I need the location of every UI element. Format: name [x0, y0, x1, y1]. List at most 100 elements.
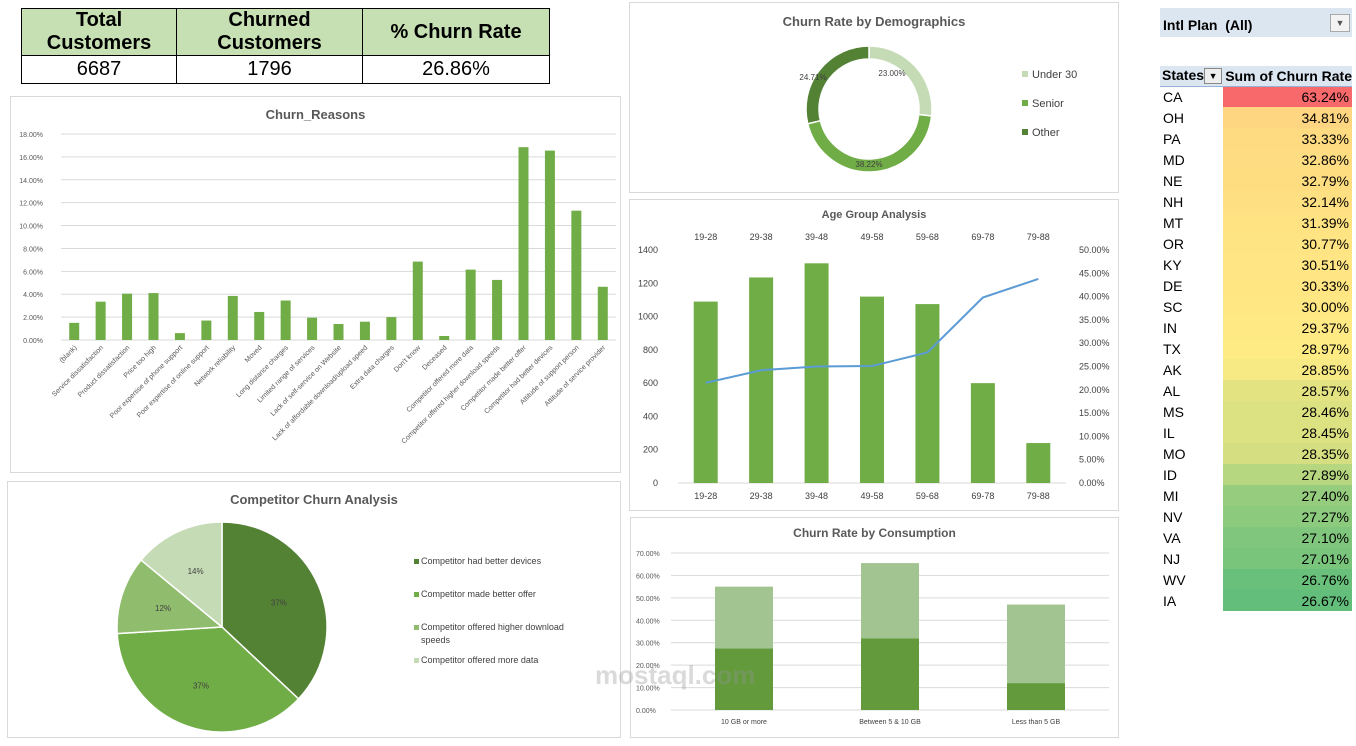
- y-tick-label: 4.00%: [23, 292, 43, 299]
- table-row: MT 31.39%: [1160, 212, 1352, 233]
- bar: [749, 277, 774, 483]
- x-tick-label: 29-38: [750, 491, 773, 501]
- bar: [571, 210, 582, 340]
- y-tick-label: 0: [653, 478, 658, 488]
- x-tick-label: 49-58: [860, 491, 883, 501]
- filter-icon[interactable]: ▼: [1204, 68, 1223, 85]
- data-label: 23.00%: [878, 69, 905, 78]
- filter-value: (All): [1225, 17, 1253, 33]
- churn-rate-cell: 30.51%: [1223, 254, 1352, 275]
- x2-tick-label: 29-38: [750, 232, 773, 242]
- y-tick-label: 60.00%: [636, 573, 660, 580]
- churn-rate-cell: 32.79%: [1223, 170, 1352, 191]
- table-row: SC 30.00%: [1160, 296, 1352, 317]
- legend-label: Competitor made better offer: [421, 589, 536, 599]
- table-row: IN 29.37%: [1160, 317, 1352, 338]
- data-label: 14%: [188, 567, 204, 576]
- bar: [915, 304, 940, 483]
- churn-rate-cell: 32.86%: [1223, 149, 1352, 170]
- y2-tick-label: 20.00%: [1079, 385, 1110, 395]
- bar: [518, 147, 529, 340]
- churn-rate-cell: 28.85%: [1223, 359, 1352, 380]
- bar: [95, 301, 106, 340]
- table-row: DE 30.33%: [1160, 275, 1352, 296]
- y-tick-label: 12.00%: [19, 201, 43, 208]
- legend-swatch: [414, 625, 419, 630]
- y-tick-label: 8.00%: [23, 246, 43, 253]
- intl-plan-filter[interactable]: Intl Plan (All) ▼: [1160, 8, 1352, 37]
- table-row: OH 34.81%: [1160, 107, 1352, 128]
- churn-rate-cell: 33.33%: [1223, 128, 1352, 149]
- legend-label-cont: speeds: [421, 635, 451, 645]
- kpi-header: Churned Customers: [176, 8, 363, 56]
- state-cell: OR: [1163, 235, 1184, 252]
- y-tick-label: 14.00%: [19, 178, 43, 185]
- x2-tick-label: 19-28: [694, 232, 717, 242]
- bar: [1026, 443, 1051, 483]
- y-tick-label: 30.00%: [636, 641, 660, 648]
- bar: [804, 263, 829, 483]
- bar: [333, 323, 344, 340]
- chart-title: Competitor Churn Analysis: [230, 492, 398, 507]
- chevron-down-icon[interactable]: ▼: [1330, 14, 1350, 32]
- table-row: PA 33.33%: [1160, 128, 1352, 149]
- churn-rate-cell: 27.10%: [1223, 527, 1352, 548]
- legend-swatch: [414, 658, 419, 663]
- legend-label: Competitor had better devices: [421, 556, 542, 566]
- bar: [412, 261, 423, 340]
- x-tick-label: Moved: [244, 344, 264, 364]
- bar: [359, 321, 370, 340]
- y2-tick-label: 50.00%: [1079, 245, 1110, 255]
- bar-upper: [1007, 604, 1065, 684]
- table-row: IL 28.45%: [1160, 422, 1352, 443]
- consumption-chart[interactable]: Churn Rate by Consumption 0.00% 10.00% 20.…: [630, 517, 1119, 738]
- y2-tick-label: 35.00%: [1079, 315, 1110, 325]
- table-row: VA 27.10%: [1160, 527, 1352, 548]
- legend-swatch: [414, 592, 419, 597]
- churn-rate-cell: 63.24%: [1223, 86, 1352, 107]
- state-cell: PA: [1163, 130, 1181, 147]
- churn-rate-cell: 32.14%: [1223, 191, 1352, 212]
- table-row: OR 30.77%: [1160, 233, 1352, 254]
- bar: [148, 293, 159, 340]
- table-row: WV 26.76%: [1160, 569, 1352, 590]
- x-tick-label: 39-48: [805, 491, 828, 501]
- legend-label: Competitor offered higher download: [421, 622, 564, 632]
- demographics-chart[interactable]: Churn Rate by Demographics 23.00% Under 3…: [629, 2, 1119, 193]
- y2-tick-label: 0.00%: [1079, 478, 1105, 488]
- state-cell: ID: [1163, 466, 1177, 483]
- churned-customers-value: 1796: [176, 55, 363, 84]
- table-row: IA 26.67%: [1160, 590, 1352, 611]
- state-cell: NH: [1163, 193, 1184, 210]
- table-row: ID 27.89%: [1160, 464, 1352, 485]
- age-group-chart[interactable]: Age Group Analysis 0 200 400 600 800 1000 1200…: [629, 199, 1119, 511]
- table-row: MI 27.40%: [1160, 485, 1352, 506]
- bar: [970, 383, 995, 483]
- churn-rate-line: [705, 277, 1039, 384]
- table-row: MS 28.46%: [1160, 401, 1352, 422]
- donut-slice: [868, 45, 933, 117]
- state-cell: VA: [1163, 529, 1181, 546]
- x-tick-label: 79-88: [1027, 491, 1050, 501]
- data-label: 37%: [271, 598, 287, 607]
- state-cell: MO: [1163, 445, 1186, 462]
- state-cell: MI: [1163, 487, 1179, 504]
- kpi-table: Total Customers Churned Customers% Churn …: [21, 8, 550, 84]
- churn-reasons-chart[interactable]: Churn_Reasons 0.00% 2.00% 4.00% 6.00% 8.00% 1…: [10, 96, 621, 473]
- churn-rate-cell: 29.37%: [1223, 317, 1352, 338]
- state-cell: AL: [1163, 382, 1181, 399]
- total-customers-value: 6687: [21, 55, 177, 84]
- pie-slice: [140, 521, 223, 629]
- churn-rate-cell: 28.45%: [1223, 422, 1352, 443]
- state-cell: DE: [1163, 277, 1183, 294]
- y2-tick-label: 10.00%: [1079, 431, 1110, 441]
- chart-title: Churn Rate by Consumption: [793, 526, 956, 540]
- legend-label: Senior: [1032, 98, 1064, 110]
- churn-rate-header: Sum of Churn Rate: [1223, 66, 1352, 87]
- x-tick-label: 10 GB or more: [721, 719, 767, 726]
- y-tick-label: 10.00%: [636, 686, 660, 693]
- legend-swatch: [1022, 129, 1028, 135]
- competitor-chart[interactable]: Competitor Churn Analysis 37% 37% 12% 14% Co…: [7, 481, 621, 738]
- churn-rate-cell: 28.46%: [1223, 401, 1352, 422]
- churn-rate-cell: 27.01%: [1223, 548, 1352, 569]
